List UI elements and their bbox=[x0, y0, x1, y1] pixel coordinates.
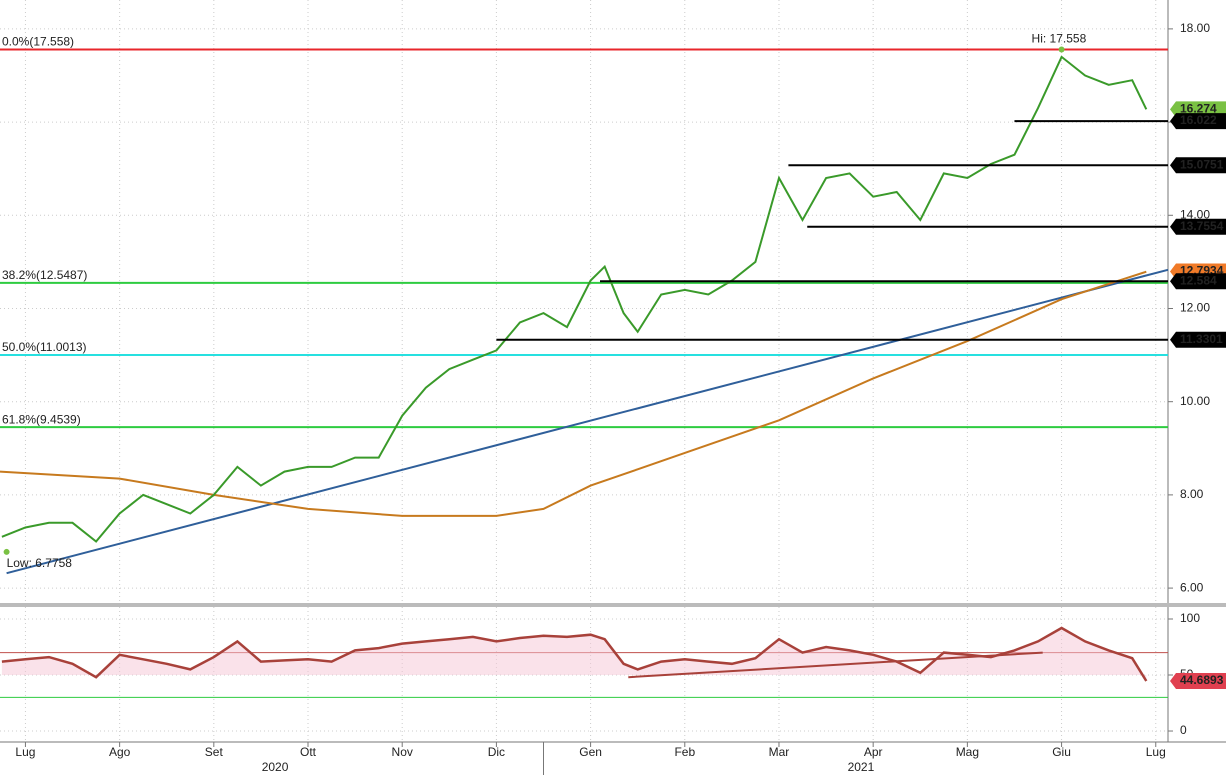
trendline bbox=[6, 268, 1169, 575]
x-tick-label: Mag bbox=[956, 745, 979, 759]
x-tick-label: Ago bbox=[109, 745, 131, 759]
annotation-point bbox=[1058, 46, 1065, 53]
price-line bbox=[1, 55, 1148, 543]
x-tick-label: Ott bbox=[300, 745, 317, 759]
level-tag-bg bbox=[1170, 218, 1226, 235]
level-tag: 12.584 bbox=[1180, 273, 1217, 287]
rsi-area bbox=[1, 628, 1147, 681]
x-tick-label: Mar bbox=[769, 745, 790, 759]
y-tick-label: 10.00 bbox=[1180, 394, 1210, 408]
rsi-tag: 44.6893 bbox=[1180, 673, 1224, 687]
x-tick-label: Giu bbox=[1052, 745, 1071, 759]
level-tag: 15.0751 bbox=[1180, 157, 1224, 171]
annotation-point bbox=[3, 548, 10, 555]
level-tag-bg bbox=[1170, 157, 1226, 174]
moving-average bbox=[0, 270, 1147, 517]
price-tag: 16.274 bbox=[1180, 101, 1217, 115]
fib-label: 61.8%(9.4539) bbox=[2, 412, 81, 426]
x-tick-label: Gen bbox=[579, 745, 602, 759]
y-tick-label: 6.00 bbox=[1180, 580, 1204, 594]
y-tick-label: 0 bbox=[1180, 723, 1187, 737]
x-tick-label: Lug bbox=[15, 745, 35, 759]
year-label: 2020 bbox=[262, 760, 289, 774]
fib-label: 50.0%(11.0013) bbox=[2, 340, 87, 354]
level-tag: 11.3301 bbox=[1180, 332, 1223, 346]
x-tick-label: Lug bbox=[1146, 745, 1166, 759]
level-tag-bg bbox=[1170, 331, 1226, 348]
annotation: Low: 6.7758 bbox=[7, 556, 73, 570]
year-label: 2021 bbox=[848, 760, 875, 774]
y-tick-label: 8.00 bbox=[1180, 487, 1204, 501]
y-tick-label: 12.00 bbox=[1180, 301, 1210, 315]
panel-separator bbox=[0, 603, 1226, 607]
fib-label: 38.2%(12.5487) bbox=[2, 268, 87, 282]
rsi-trend bbox=[628, 651, 1043, 679]
rsi-line bbox=[1, 626, 1148, 682]
rsi-tag-bg bbox=[1170, 672, 1226, 689]
x-tick-label: Apr bbox=[864, 745, 883, 759]
level-tag-bg bbox=[1170, 113, 1226, 130]
annotation: Hi: 17.558 bbox=[1032, 32, 1087, 46]
level-tag: 13.7554 bbox=[1180, 219, 1224, 233]
fib-label: 0.0%(17.558) bbox=[2, 35, 74, 49]
x-tick-label: Feb bbox=[674, 745, 695, 759]
level-tag: 16.022 bbox=[1180, 113, 1217, 127]
x-tick-label: Nov bbox=[392, 745, 413, 759]
y-tick-label: 14.00 bbox=[1180, 207, 1210, 221]
y-tick-label: 100 bbox=[1180, 611, 1200, 625]
level-tag-bg bbox=[1170, 273, 1226, 290]
x-tick-label: Set bbox=[205, 745, 224, 759]
x-tick-label: Dic bbox=[488, 745, 505, 759]
y-tick-label: 18.00 bbox=[1180, 21, 1210, 35]
